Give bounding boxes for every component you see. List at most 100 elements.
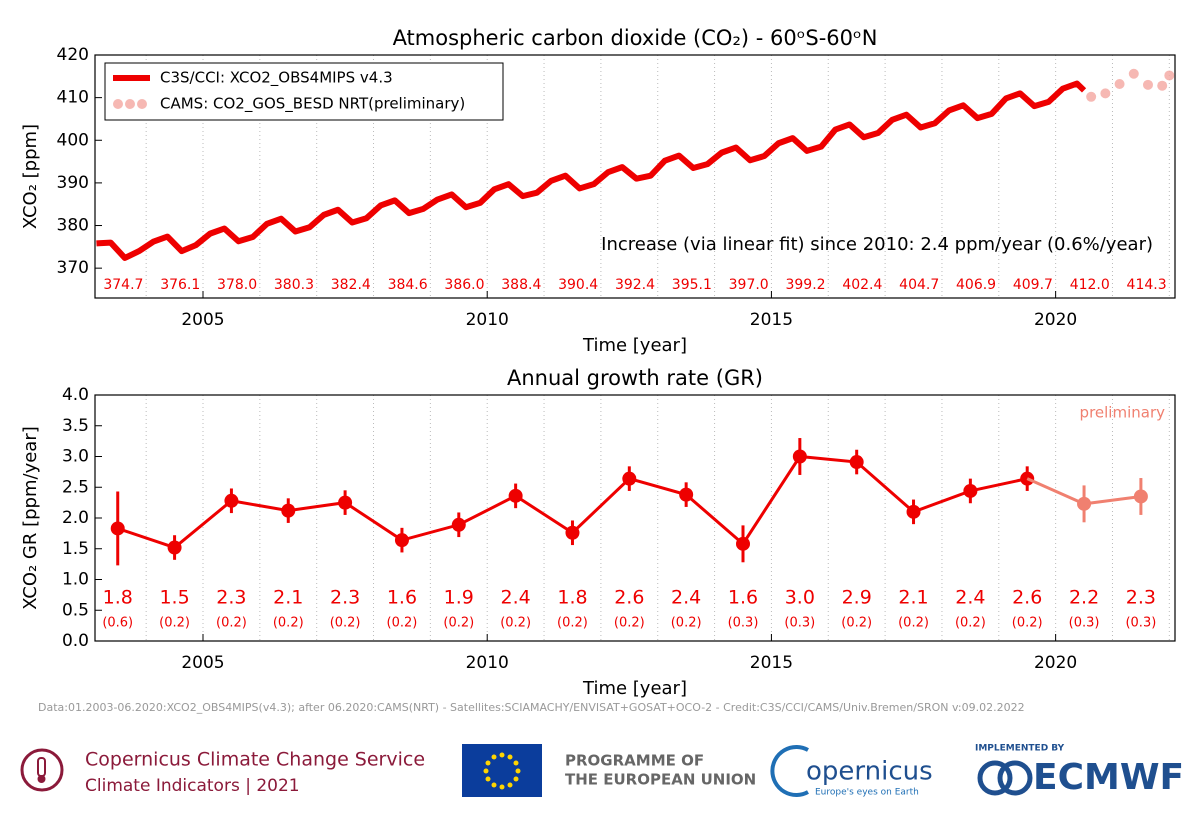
y-tick-label: 390 — [57, 173, 89, 193]
value-label: 1.5 — [159, 587, 189, 609]
value-label: 2.9 — [842, 587, 872, 609]
data-point — [1128, 68, 1139, 79]
value-label: 3.0 — [785, 587, 815, 609]
legend-swatch — [113, 99, 123, 109]
data-point — [224, 493, 239, 508]
y-tick-label: 400 — [57, 130, 89, 150]
x-tick-label: 2005 — [181, 310, 224, 330]
c3s-logo — [20, 748, 64, 792]
y-axis-label: XCO₂ [ppm] — [20, 124, 41, 229]
value-label: 2.3 — [1126, 587, 1156, 609]
x-tick-label: 2015 — [750, 310, 793, 330]
error-label: (0.2) — [614, 616, 645, 631]
x-tick-label: 2010 — [466, 653, 509, 673]
annual-mean-label: 374.7 — [103, 277, 143, 293]
error-label: (0.6) — [102, 616, 133, 631]
data-point — [1164, 70, 1175, 81]
annual-mean-label: 378.0 — [217, 277, 257, 293]
value-label: 1.8 — [557, 587, 587, 609]
value-label: 1.6 — [728, 587, 758, 609]
x-axis-label: Time [year] — [582, 678, 687, 699]
y-tick-label: 3.0 — [62, 447, 89, 467]
c3s-subtitle: Climate Indicators | 2021 — [85, 776, 300, 796]
annual-mean-label: 395.1 — [672, 277, 712, 293]
error-label: (0.2) — [841, 616, 872, 631]
legend-swatch — [125, 99, 135, 109]
data-point — [963, 483, 978, 498]
annotation: preliminary — [1080, 404, 1166, 422]
data-point — [167, 540, 182, 555]
legend-swatch — [137, 99, 147, 109]
error-label: (0.2) — [330, 616, 361, 631]
error-label: (0.2) — [216, 616, 247, 631]
x-tick-label: 2020 — [1034, 310, 1077, 330]
value-label: 2.4 — [955, 587, 985, 609]
data-point — [1143, 79, 1153, 90]
value-label: 2.4 — [501, 587, 531, 609]
annual-mean-label: 392.4 — [615, 277, 655, 293]
annual-mean-label: 402.4 — [842, 277, 882, 293]
x-axis-label: Time [year] — [582, 335, 687, 356]
legend-box — [104, 62, 504, 121]
data-point — [565, 525, 580, 540]
value-label: 2.3 — [330, 587, 360, 609]
data-point — [1100, 88, 1111, 99]
y-tick-label: 1.0 — [62, 570, 89, 590]
annual-mean-label: 384.6 — [388, 277, 428, 293]
chart-title: Annual growth rate (GR) — [507, 366, 763, 390]
y-tick-label: 2.5 — [62, 477, 89, 497]
annual-mean-label: 404.7 — [899, 277, 939, 293]
y-tick-label: 370 — [57, 258, 89, 278]
data-point — [110, 521, 125, 536]
error-label: (0.2) — [671, 616, 702, 631]
data-point — [792, 449, 807, 464]
y-tick-label: 380 — [57, 216, 89, 236]
error-label: (0.3) — [784, 616, 815, 631]
data-point — [1157, 80, 1168, 91]
data-point — [1133, 489, 1148, 504]
copernicus-tag: Europe's eyes on Earth — [815, 788, 919, 798]
y-tick-label: 1.5 — [62, 539, 89, 559]
error-label: (0.2) — [898, 616, 929, 631]
error-label: (0.2) — [1012, 616, 1043, 631]
annual-mean-label: 397.0 — [729, 277, 769, 293]
data-point — [281, 503, 296, 518]
data-line — [96, 80, 1087, 261]
error-label: (0.2) — [387, 616, 418, 631]
value-label: 2.6 — [1012, 587, 1042, 609]
y-tick-label: 420 — [57, 45, 89, 65]
annotation: Increase (via linear fit) since 2010: 2.… — [601, 234, 1153, 255]
data-point — [451, 517, 466, 532]
data-point — [1086, 91, 1097, 102]
data-point — [394, 533, 409, 548]
plot-frame — [94, 54, 1176, 299]
x-tick-label: 2010 — [466, 310, 509, 330]
data-point — [508, 488, 523, 503]
value-label: 1.6 — [387, 587, 417, 609]
data-point — [906, 504, 921, 519]
y-tick-label: 3.5 — [62, 416, 89, 436]
y-tick-label: 0.0 — [62, 631, 89, 651]
annual-mean-label: 386.0 — [444, 277, 484, 293]
data-point — [622, 471, 637, 486]
y-axis-label: XCO₂ GR [ppm/year] — [20, 426, 41, 610]
annual-mean-label: 406.9 — [956, 277, 996, 293]
implemented-by: IMPLEMENTED BY — [975, 744, 1065, 754]
copernicus-logo: opernicus — [806, 757, 933, 787]
value-label: 2.3 — [216, 587, 246, 609]
c3s-title: Copernicus Climate Change Service — [85, 749, 425, 771]
plot-frame — [94, 394, 1176, 642]
data-point — [1114, 78, 1125, 89]
error-label: (0.2) — [500, 616, 531, 631]
error-label: (0.2) — [443, 616, 474, 631]
error-label: (0.2) — [159, 616, 190, 631]
connector-line — [1026, 477, 1085, 506]
y-tick-label: 410 — [57, 88, 89, 108]
ecmwf-logo: ECMWF — [1033, 757, 1184, 798]
data-point — [736, 536, 750, 551]
x-tick-label: 2015 — [750, 653, 793, 673]
error-label: (0.3) — [1125, 616, 1156, 631]
annual-mean-label: 414.3 — [1127, 277, 1167, 293]
data-point — [338, 495, 353, 510]
